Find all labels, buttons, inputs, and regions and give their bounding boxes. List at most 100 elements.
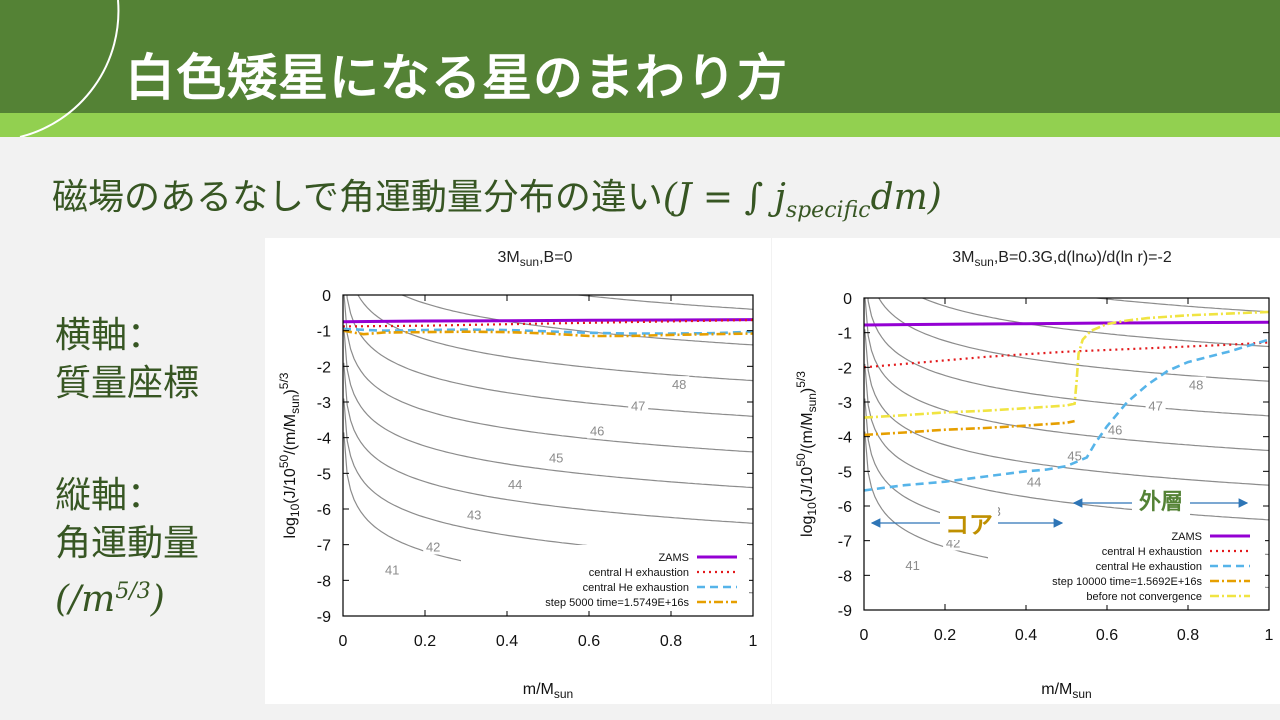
y-tick-label: -6	[838, 499, 852, 516]
yaxis-description: 縦軸： 角運動量 (/m5/3)	[55, 472, 199, 624]
legend-label: step 5000 time=1.5749E+16s	[545, 597, 689, 609]
contour-label-bg	[1145, 397, 1166, 414]
contour-label: 46	[1108, 423, 1122, 438]
contour-line	[864, 363, 1269, 521]
plot-frame	[863, 297, 1270, 611]
plot-frame	[342, 294, 754, 617]
y-tick-label: -4	[317, 431, 331, 448]
contour-line	[343, 327, 753, 489]
subtitle-formula: (J = ∫ jspecificdm)	[662, 177, 942, 224]
series-line	[864, 341, 1269, 369]
x-tick-label: 0.8	[660, 633, 682, 650]
y-tick-label: -3	[317, 395, 331, 412]
contour-label-bg	[546, 449, 567, 466]
y-tick-label: -9	[838, 603, 852, 620]
y-tick-label: -1	[317, 324, 331, 341]
x-tick-label: 0	[339, 633, 348, 650]
contour-line	[357, 295, 753, 382]
contour-label: 47	[631, 399, 645, 414]
series-line	[343, 329, 753, 338]
chart-b0: 3Msun,B=0 41 42 43 44 45 46 47 48 0 -1 -2 -3 -4 -5 -6 -7…	[277, 249, 758, 701]
y-tick-label: -3	[838, 395, 852, 412]
chart-title: 3Msun,B=0	[498, 249, 573, 269]
contour-line	[346, 295, 753, 417]
contour-label: 46	[590, 424, 604, 439]
header-bar	[0, 0, 1280, 113]
contour-label-bg	[1024, 473, 1045, 490]
header-decoration-arc	[19, 0, 120, 137]
x-tick-label: 0.4	[1015, 627, 1037, 644]
contour-line	[878, 298, 1269, 382]
series-line	[864, 338, 1269, 492]
contour-label-bg	[1064, 447, 1085, 464]
contour-line	[573, 295, 753, 310]
legend: ZAMS central H exhaustion central He exhau…	[988, 524, 1265, 605]
legend-label: central He exhaustion	[1096, 561, 1202, 573]
contour-label: 43	[467, 507, 481, 522]
contour-label-bg	[464, 506, 485, 523]
y-tick-label: -5	[317, 466, 331, 483]
x-tick-label: 0.8	[1177, 627, 1199, 644]
x-axis-label: m/Msun	[1041, 681, 1091, 701]
contour-label: 42	[426, 539, 440, 554]
x-tick-label: 0.6	[1096, 627, 1118, 644]
yaxis-value: 角運動量	[55, 523, 200, 564]
contour-label: 41	[905, 558, 919, 573]
y-tick-label: -7	[838, 534, 852, 551]
y-tick-label: 0	[843, 291, 852, 308]
legend-label: before not convergence	[1086, 591, 1202, 603]
y-tick-label: -5	[838, 464, 852, 481]
contour-label-bg	[587, 422, 608, 439]
envelope-annotation: 外層	[1139, 489, 1183, 514]
series-line	[864, 320, 1269, 327]
series-line	[343, 318, 753, 328]
contour-line	[864, 298, 1269, 452]
contour-line	[400, 295, 753, 346]
x-tick-label: 0.2	[934, 627, 956, 644]
legend: ZAMS central H exhaustion central He exhau…	[461, 545, 749, 611]
xaxis-label: 横軸：	[55, 315, 164, 356]
contour-label: 44	[508, 477, 522, 492]
contour-group: 41 42 43 44 45 46 47 48	[343, 295, 753, 594]
contour-label: 44	[1027, 475, 1041, 490]
yaxis-unit: (/m5/3)	[55, 579, 165, 620]
contour-line	[343, 398, 753, 560]
slide-title: 白色矮星になる星のまわり方	[125, 49, 788, 107]
chart-panel-b0: 3Msun,B=0 41 42 43 44 45 46 47 48 0 -1 -2 -3 -4 -5 -6 -7…	[265, 238, 771, 704]
contour-line	[343, 362, 753, 524]
contour-line	[343, 295, 753, 453]
y-tick-label: -4	[838, 430, 852, 447]
legend-label: central H exhaustion	[589, 567, 689, 579]
subtitle-text: 磁場のあるなしで角運動量分布の違い	[52, 177, 663, 218]
contour-line	[1091, 298, 1269, 313]
core-label-bg	[940, 506, 998, 540]
y-tick-label: -8	[317, 573, 331, 590]
chart-panel-b03: 3Msun,B=0.3G,d(lnω)/d(ln r)=-24142434445…	[772, 238, 1280, 704]
slide-subtitle: 磁場のあるなしで角運動量分布の違い(J = ∫ jspecificdm)	[52, 168, 942, 223]
x-tick-label: 1	[1265, 627, 1274, 644]
legend-label: central He exhaustion	[583, 582, 689, 594]
y-tick-label: -7	[317, 538, 331, 555]
legend-label: central H exhaustion	[1102, 546, 1202, 558]
x-tick-label: 0	[860, 627, 869, 644]
series-line	[864, 419, 1075, 437]
contour-line	[867, 298, 1269, 417]
y-axis-label: log10(J/1050/(m/Msun)5/3	[277, 372, 302, 538]
contour-label: 41	[385, 563, 399, 578]
contour-label: 48	[672, 377, 686, 392]
contour-label: 48	[1189, 378, 1203, 393]
yaxis-label: 縦軸：	[55, 475, 164, 516]
xaxis-description: 横軸： 質量座標	[55, 312, 199, 408]
contour-line	[921, 298, 1269, 348]
y-tick-label: -2	[317, 359, 331, 376]
x-tick-label: 0.6	[578, 633, 600, 650]
y-tick-label: -6	[317, 502, 331, 519]
contour-label-bg	[902, 556, 923, 573]
contour-label-bg	[1105, 421, 1126, 438]
header-accent-stripe	[0, 113, 1280, 137]
contour-label: 47	[1148, 398, 1162, 413]
contour-label-bg	[669, 376, 690, 393]
chart-title: 3Msun,B=0.3G,d(lnω)/d(ln r)=-2	[952, 249, 1172, 269]
contour-label-bg	[505, 476, 526, 493]
x-tick-label: 0.4	[496, 633, 518, 650]
